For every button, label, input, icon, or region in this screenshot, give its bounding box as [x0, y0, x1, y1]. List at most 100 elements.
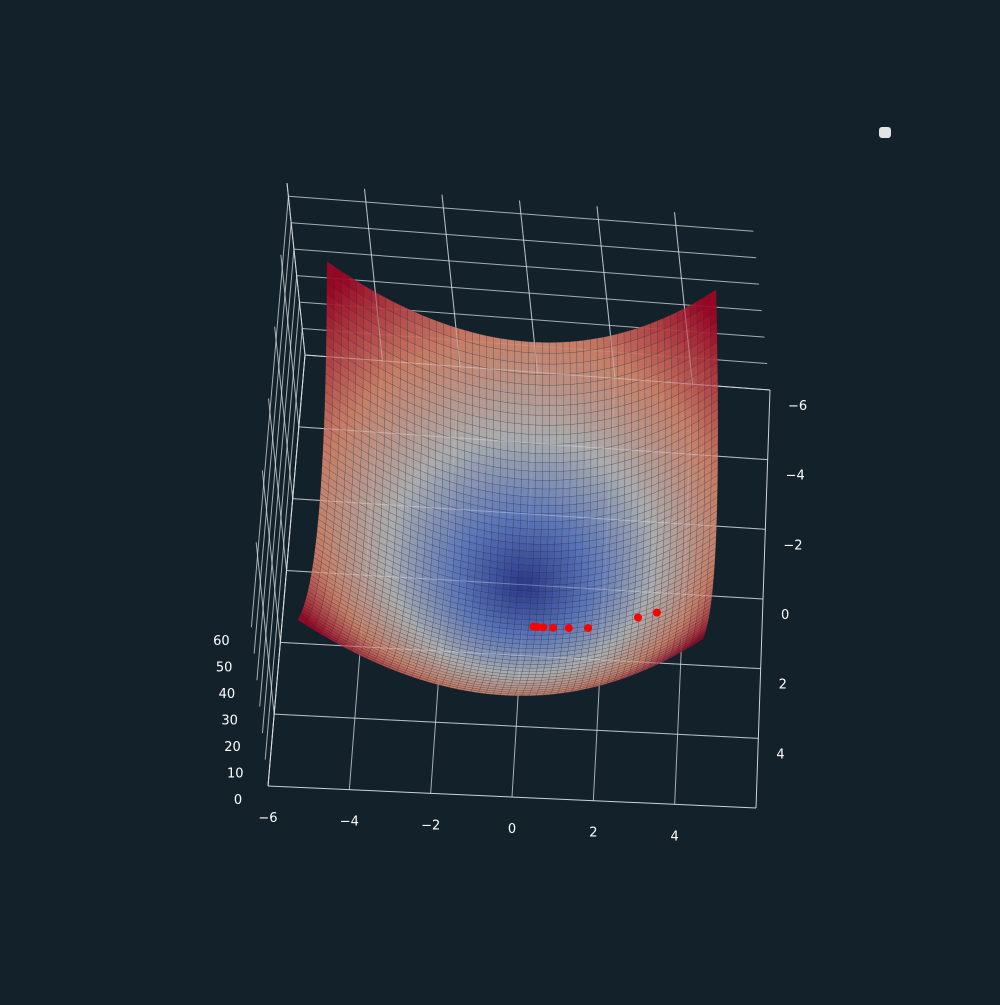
surface-patch — [486, 346, 494, 360]
surface-patch — [506, 477, 515, 488]
leftwall-grid-z — [256, 249, 295, 681]
surface-patch — [519, 677, 529, 681]
surface-patch — [523, 596, 532, 604]
surface-patch — [549, 453, 557, 463]
surface-patch — [509, 655, 518, 661]
surface-patch — [524, 571, 533, 579]
surface-patch — [479, 333, 487, 347]
surface-patch — [472, 385, 480, 398]
surface-patch — [509, 589, 518, 597]
surface-patch — [555, 504, 564, 514]
surface-patch — [556, 414, 564, 426]
floor-edge-near — [267, 785, 757, 809]
surface-patch — [576, 511, 584, 521]
surface-patch — [569, 503, 577, 514]
surface-patch — [520, 674, 530, 678]
surface-patch — [532, 644, 542, 650]
surface-patch — [569, 460, 578, 472]
surface-patch — [569, 478, 578, 489]
surface-patch — [525, 564, 534, 573]
z-tick-label: 40 — [219, 687, 236, 702]
surface-patch — [465, 351, 473, 366]
surface-patch — [566, 576, 575, 585]
surface-patch — [542, 395, 550, 406]
surface-patch — [590, 475, 598, 486]
surface-patch — [486, 437, 494, 449]
surface-patch — [544, 591, 553, 598]
surface-patch — [493, 347, 501, 361]
surface-patch — [583, 440, 592, 452]
surface-patch — [604, 455, 612, 467]
surface-patch — [543, 614, 552, 621]
surface-patch — [492, 457, 501, 469]
surface-patch — [486, 357, 494, 370]
surface-patch — [617, 374, 625, 388]
surface-patch — [537, 591, 546, 598]
surface-patch — [549, 462, 557, 472]
surface-patch — [553, 564, 562, 573]
surface-patch — [514, 667, 524, 672]
surface-patch — [529, 664, 539, 669]
surface-patch — [479, 416, 487, 429]
surface-patch — [583, 468, 592, 479]
surface-patch — [507, 402, 516, 414]
surface-patch — [549, 434, 557, 445]
surface-patch — [535, 394, 543, 406]
surface-patch — [567, 563, 576, 572]
surface-patch — [516, 590, 525, 598]
surface-patch — [514, 393, 523, 405]
surface-patch — [510, 647, 520, 653]
surface-patch — [611, 396, 619, 409]
surface-patch — [590, 380, 598, 393]
surface-patch — [569, 469, 578, 480]
surface-patch — [514, 613, 523, 620]
surface-patch — [583, 350, 591, 363]
overlay-grid-x — [519, 200, 538, 373]
surface-patch — [556, 394, 564, 406]
surface-patch — [506, 623, 515, 630]
surface-patch — [519, 535, 528, 545]
surface-patch — [514, 460, 522, 471]
surface-patch — [549, 353, 557, 365]
surface-patch — [516, 656, 526, 662]
surface-patch — [604, 436, 612, 449]
overlay-grid-x — [286, 182, 306, 356]
surface-patch — [570, 383, 578, 395]
surface-patch — [603, 335, 611, 349]
surface-patch — [623, 340, 632, 355]
surface-patch — [536, 664, 546, 669]
surface-patch — [522, 664, 531, 669]
surface-patch — [493, 409, 501, 422]
y-tick-label: 0 — [781, 608, 789, 623]
surface-patch — [562, 504, 570, 514]
surface-patch — [539, 565, 548, 573]
surface-patch — [526, 639, 535, 645]
surface-patch — [513, 629, 522, 636]
trajectory-point — [529, 622, 538, 631]
surface-patch — [563, 414, 571, 426]
surface-patch — [532, 551, 541, 559]
surface-patch — [506, 693, 516, 696]
surface-patch — [576, 351, 584, 364]
surface-patch — [545, 652, 555, 658]
surface-patch — [597, 399, 605, 412]
surface-patch — [555, 629, 564, 635]
surface-patch — [542, 453, 550, 463]
z-tick-label: 30 — [221, 714, 238, 729]
surface-patch — [555, 633, 564, 640]
surface-patch — [567, 556, 576, 565]
surface-patch — [569, 362, 578, 375]
surface-patch — [472, 331, 480, 346]
surface-patch — [507, 441, 515, 452]
surface-patch — [572, 588, 581, 597]
surface-patch — [590, 411, 599, 423]
surface-patch — [541, 480, 550, 490]
surface-patch — [512, 527, 521, 537]
surface-patch — [531, 571, 540, 580]
surface-patch — [576, 451, 585, 462]
surface-patch — [617, 353, 625, 367]
surface-patch — [617, 342, 625, 357]
surface-patch — [532, 565, 541, 573]
